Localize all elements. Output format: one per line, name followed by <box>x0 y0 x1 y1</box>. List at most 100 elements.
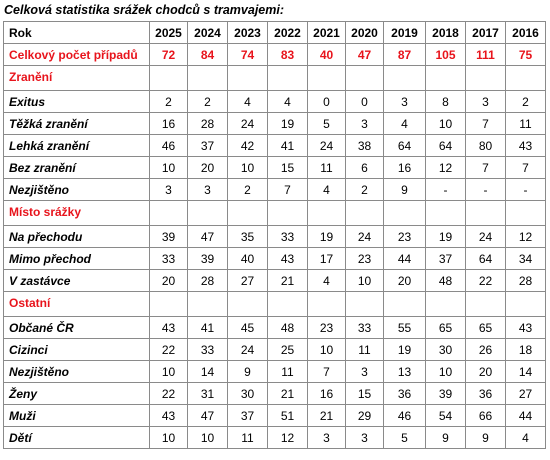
value-cell: 15 <box>267 156 308 179</box>
value-cell: 12 <box>425 156 466 179</box>
value-cell: 9 <box>425 426 466 449</box>
empty-cell <box>383 200 426 222</box>
value-cell: 20 <box>465 360 506 383</box>
value-cell: 66 <box>465 404 506 427</box>
value-cell: 44 <box>383 247 426 270</box>
value-cell: - <box>505 178 546 201</box>
value-cell: 46 <box>149 134 188 157</box>
value-cell: 21 <box>267 382 308 405</box>
empty-cell <box>267 65 308 87</box>
section-title: Ostatní <box>3 291 150 313</box>
total-value-cell: 74 <box>227 43 268 66</box>
value-cell: 41 <box>267 134 308 157</box>
total-label: Celkový počet případů <box>3 43 150 66</box>
row-label: Lehká zranění <box>3 134 150 157</box>
year-header-cell: 2022 <box>267 21 308 44</box>
header-row: Rok 2025 2024 2023 2022 2021 2020 2019 2018 2017 2… <box>3 21 546 44</box>
value-cell: 19 <box>425 225 466 248</box>
section-title: Zranění <box>3 65 150 87</box>
value-cell: 35 <box>227 225 268 248</box>
table-row: Muži 43 47 37 51 21 29 46 54 66 44 <box>3 404 546 427</box>
value-cell: 48 <box>267 316 308 339</box>
table-row: Nezjištěno 10 14 9 11 7 3 13 10 20 14 <box>3 360 546 383</box>
value-cell: 7 <box>465 112 506 135</box>
value-cell: 43 <box>149 404 188 427</box>
year-header-cell: 2024 <box>187 21 228 44</box>
year-header-cell: 2021 <box>307 21 346 44</box>
value-cell: 3 <box>465 90 506 113</box>
value-cell: 9 <box>383 178 426 201</box>
value-cell: 33 <box>187 338 228 361</box>
total-value-cell: 72 <box>149 43 188 66</box>
value-cell: 28 <box>505 269 546 292</box>
value-cell: 36 <box>465 382 506 405</box>
value-cell: 9 <box>227 360 268 383</box>
value-cell: 43 <box>149 316 188 339</box>
value-cell: - <box>465 178 506 201</box>
section-gap-row <box>3 222 546 226</box>
value-cell: 12 <box>267 426 308 449</box>
value-cell: 19 <box>383 338 426 361</box>
empty-cell <box>465 291 506 313</box>
empty-cell <box>465 65 506 87</box>
total-value-cell: 40 <box>307 43 346 66</box>
empty-cell <box>505 291 546 313</box>
value-cell: 2 <box>187 90 228 113</box>
value-cell: 24 <box>307 134 346 157</box>
table-row: Bez zranění 10 20 10 15 11 6 16 12 7 7 <box>3 156 546 179</box>
total-value-cell: 84 <box>187 43 228 66</box>
empty-cell <box>307 65 346 87</box>
empty-cell <box>227 200 268 222</box>
total-value-cell: 105 <box>425 43 466 66</box>
value-cell: 19 <box>267 112 308 135</box>
value-cell: 8 <box>425 90 466 113</box>
table-row: Na přechodu 39 47 35 33 19 24 23 19 24 12 <box>3 225 546 248</box>
empty-cell <box>345 200 384 222</box>
value-cell: 20 <box>383 269 426 292</box>
year-header-cell: 2025 <box>149 21 188 44</box>
value-cell: 16 <box>149 112 188 135</box>
value-cell: 51 <box>267 404 308 427</box>
empty-cell <box>149 65 188 87</box>
table-row: Ženy 22 31 30 21 16 15 36 39 36 27 <box>3 382 546 405</box>
value-cell: 39 <box>149 225 188 248</box>
value-cell: 30 <box>227 382 268 405</box>
empty-cell <box>307 291 346 313</box>
value-cell: 3 <box>307 426 346 449</box>
value-cell: 2 <box>149 90 188 113</box>
value-cell: 0 <box>307 90 346 113</box>
value-cell: 10 <box>187 426 228 449</box>
table-row: Občané ČR 43 41 45 48 23 33 55 65 65 43 <box>3 316 546 339</box>
value-cell: 28 <box>187 269 228 292</box>
value-cell: 64 <box>425 134 466 157</box>
value-cell: 20 <box>149 269 188 292</box>
value-cell: 24 <box>227 338 268 361</box>
value-cell: 18 <box>505 338 546 361</box>
gap-cell <box>505 313 546 317</box>
year-header-cell: 2020 <box>345 21 384 44</box>
value-cell: 54 <box>425 404 466 427</box>
value-cell: 20 <box>187 156 228 179</box>
header-label: Rok <box>3 21 150 44</box>
table-row: Těžká zranění 16 28 24 19 5 3 4 10 7 11 <box>3 112 546 135</box>
row-label: Těžká zranění <box>3 112 150 135</box>
empty-cell <box>267 200 308 222</box>
value-cell: 33 <box>345 316 384 339</box>
section-header-row: Zranění <box>3 65 546 87</box>
year-header-cell: 2019 <box>383 21 426 44</box>
value-cell: 42 <box>227 134 268 157</box>
empty-cell <box>425 65 466 87</box>
row-label: Cizinci <box>3 338 150 361</box>
value-cell: 11 <box>227 426 268 449</box>
value-cell: 22 <box>465 269 506 292</box>
value-cell: 31 <box>187 382 228 405</box>
value-cell: 80 <box>465 134 506 157</box>
row-label: Mimo přechod <box>3 247 150 270</box>
value-cell: 45 <box>227 316 268 339</box>
table-row: Exitus 2 2 4 4 0 0 3 8 3 2 <box>3 90 546 113</box>
value-cell: 17 <box>307 247 346 270</box>
value-cell: 3 <box>345 426 384 449</box>
value-cell: 10 <box>425 112 466 135</box>
value-cell: 24 <box>227 112 268 135</box>
value-cell: 11 <box>345 338 384 361</box>
